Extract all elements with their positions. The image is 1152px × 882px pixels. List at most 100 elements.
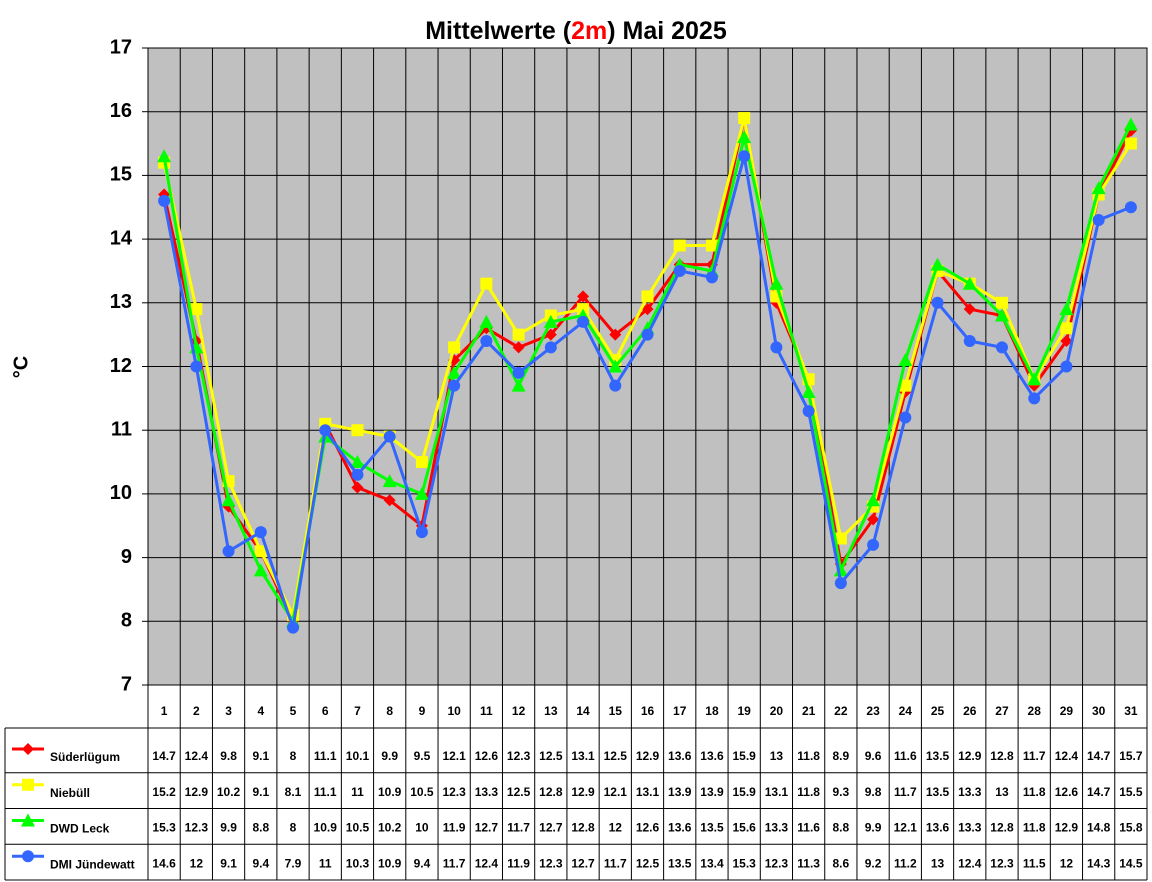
- x-tick-label: 31: [1124, 704, 1138, 718]
- marker: [1091, 181, 1106, 195]
- table-value: 13.3: [958, 785, 982, 799]
- table-value: 13.6: [668, 821, 692, 835]
- legend-label: Niebüll: [50, 786, 90, 800]
- table-value: 15.8: [1119, 821, 1143, 835]
- table-value: 12.7: [475, 821, 499, 835]
- marker: [577, 315, 590, 328]
- y-tick-label: 8: [121, 610, 132, 632]
- y-axis-label: °C: [10, 356, 32, 378]
- marker: [641, 303, 654, 316]
- marker: [448, 341, 461, 354]
- x-tick-label: 19: [737, 704, 751, 718]
- table-value: 12.3: [539, 856, 563, 870]
- table-value: 12.5: [539, 749, 563, 763]
- marker: [511, 378, 526, 392]
- marker: [512, 328, 525, 341]
- table-value: 12.5: [507, 785, 531, 799]
- legend-label: DWD Leck: [50, 822, 110, 836]
- y-tick-label: 11: [111, 418, 132, 440]
- x-tick-label: 17: [673, 704, 687, 718]
- legend-marker: [21, 813, 35, 827]
- table-value: 13: [995, 785, 1009, 799]
- table-value: 9.9: [220, 821, 237, 835]
- table-value: 11.5: [1023, 856, 1046, 870]
- table-value: 12.5: [604, 749, 628, 763]
- table-value: 11.3: [797, 856, 820, 870]
- table-value: 9.3: [833, 785, 850, 799]
- table-value: 12.9: [185, 785, 209, 799]
- table-value: 14.7: [152, 749, 176, 763]
- table-value: 14.7: [1087, 749, 1111, 763]
- marker: [834, 577, 847, 590]
- marker: [221, 493, 236, 507]
- legend-marker: [22, 778, 34, 791]
- x-tick-label: 23: [866, 704, 880, 718]
- marker: [673, 264, 686, 277]
- x-tick-label: 21: [802, 704, 816, 718]
- table-value: 13.3: [475, 785, 499, 799]
- marker: [158, 194, 171, 207]
- table-value: 13.9: [700, 785, 724, 799]
- table-value: 13.5: [926, 749, 950, 763]
- title-part: Mittelwerte (: [425, 17, 572, 45]
- marker: [801, 384, 816, 398]
- legend-marker: [22, 850, 34, 863]
- table-value: 12.7: [571, 856, 595, 870]
- x-tick-label: 16: [641, 704, 655, 718]
- table-value: 9.9: [865, 821, 882, 835]
- marker: [737, 130, 752, 144]
- marker: [222, 545, 235, 558]
- marker: [930, 257, 945, 271]
- marker: [1027, 372, 1042, 386]
- table-value: 12.6: [1055, 785, 1079, 799]
- marker: [415, 456, 428, 469]
- x-tick-label: 12: [512, 704, 526, 718]
- marker: [867, 538, 880, 551]
- marker: [1060, 335, 1073, 348]
- y-tick-label: 17: [110, 36, 132, 58]
- marker: [802, 405, 815, 418]
- table-value: 13.1: [765, 785, 789, 799]
- table-value: 8.1: [285, 785, 302, 799]
- table-value: 12.8: [990, 821, 1014, 835]
- table-value: 11.6: [797, 821, 820, 835]
- table-value: 12.4: [185, 749, 209, 763]
- table-value: 13.4: [700, 856, 724, 870]
- marker: [544, 328, 557, 341]
- marker: [1059, 302, 1074, 316]
- x-tick-label: 30: [1092, 704, 1106, 718]
- x-tick-label: 4: [257, 704, 264, 718]
- x-tick-label: 24: [899, 704, 913, 718]
- table-value: 11.8: [1023, 821, 1046, 835]
- table-value: 11.8: [797, 749, 820, 763]
- marker: [1124, 137, 1137, 150]
- y-tick-label: 10: [110, 482, 132, 504]
- table-value: 9.1: [252, 785, 269, 799]
- table-value: 12.1: [894, 821, 918, 835]
- x-tick-label: 28: [1028, 704, 1042, 718]
- table-value: 15.9: [732, 785, 756, 799]
- table-value: 11.7: [1023, 749, 1046, 763]
- table-value: 9.8: [865, 785, 882, 799]
- marker: [383, 430, 396, 443]
- table-value: 10.5: [346, 821, 370, 835]
- table-value: 12.9: [636, 749, 660, 763]
- table-value: 12.3: [990, 856, 1014, 870]
- x-tick-label: 7: [354, 704, 361, 718]
- x-tick-label: 6: [322, 704, 329, 718]
- x-tick-label: 9: [419, 704, 426, 718]
- table-value: 9.4: [414, 856, 431, 870]
- table-value: 9.2: [865, 856, 882, 870]
- y-tick-label: 14: [110, 227, 133, 249]
- marker: [705, 239, 718, 252]
- table-value: 11.9: [507, 856, 530, 870]
- y-tick-label: 16: [110, 100, 132, 122]
- marker: [770, 341, 783, 354]
- marker: [995, 296, 1008, 309]
- marker: [190, 303, 203, 316]
- marker: [867, 513, 880, 526]
- marker: [447, 365, 462, 379]
- table-value: 9.1: [220, 856, 237, 870]
- table-value: 8.8: [833, 821, 850, 835]
- table-value: 12.9: [958, 749, 982, 763]
